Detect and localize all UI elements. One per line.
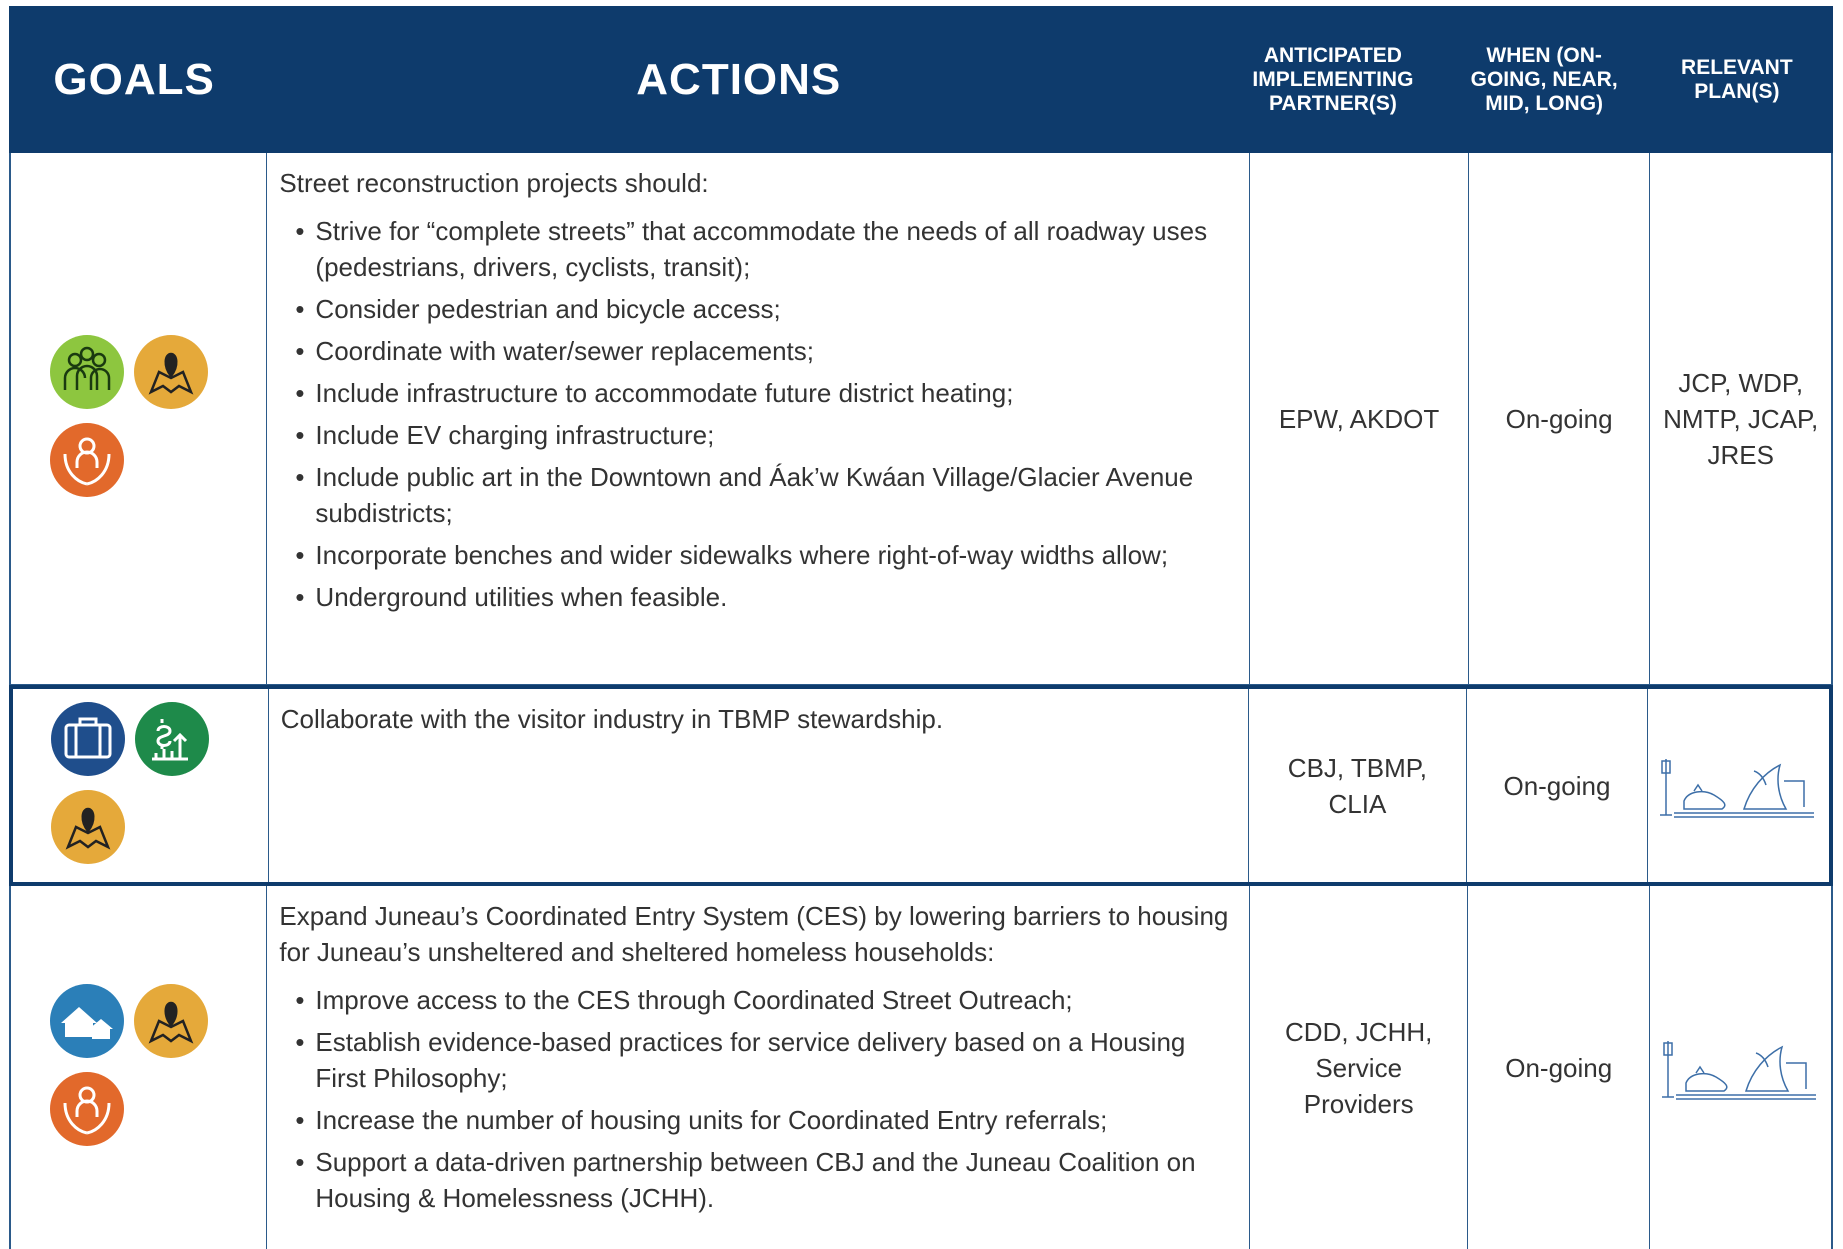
- plan-illustration: [1662, 1040, 1816, 1100]
- partners: EPW, AKDOT: [1250, 153, 1469, 684]
- row: Street reconstruction projects should: S…: [9, 153, 1833, 685]
- icons: [49, 334, 208, 497]
- header-when: WHEN (ON-GOING, NEAR, MID, LONG): [1470, 43, 1618, 115]
- icons: [49, 983, 208, 1146]
- when: On-going: [1467, 689, 1648, 882]
- actions-cell: Collaborate with the visitor industry in…: [269, 689, 1249, 882]
- header-plans: RELEVANT PLAN(S): [1681, 55, 1793, 103]
- bullet: Include public art in the Downtown and Á…: [279, 459, 1237, 531]
- bullet: Underground utilities when feasible.: [279, 579, 1237, 615]
- plan-illustration: [1660, 758, 1814, 818]
- bullet: Strive for “complete streets” that accom…: [279, 213, 1237, 285]
- header-actions: ACTIONS: [636, 54, 842, 104]
- plans: JCP, WDP, NMTP, JCAP, JRES: [1663, 367, 1819, 470]
- bullet: Incorporate benches and wider sidewalks …: [279, 537, 1237, 573]
- row: Collaborate with the visitor industry in…: [9, 685, 1833, 886]
- goal-icons: [11, 153, 268, 684]
- row: Expand Juneau’s Coordinated Entry System…: [9, 886, 1833, 1249]
- bullet: Improve access to the CES through Coordi…: [279, 982, 1237, 1018]
- bullet: Increase the number of housing units for…: [279, 1102, 1237, 1138]
- actions-cell: Expand Juneau’s Coordinated Entry System…: [267, 886, 1250, 1249]
- header: GOALS ACTIONS ANTICIPATED IMPLEMENTING P…: [9, 6, 1833, 153]
- goal-icons: [13, 689, 269, 882]
- plan-logo: [1650, 886, 1831, 1249]
- header-goals: GOALS: [53, 54, 215, 104]
- action-intro: Collaborate with the visitor industry in…: [280, 704, 944, 734]
- when: On-going: [1469, 153, 1651, 684]
- icons: [51, 701, 210, 864]
- header-partners: ANTICIPATED IMPLEMENTING PARTNER(S): [1252, 43, 1414, 115]
- bullet: Establish evidence-based practices for s…: [279, 1024, 1237, 1096]
- bullet: Support a data-driven partnership betwee…: [279, 1144, 1237, 1216]
- plan-logo: [1648, 689, 1829, 882]
- partners: CBJ, TBMP, CLIA: [1249, 689, 1467, 882]
- bullet: Coordinate with water/sewer replacements…: [279, 333, 1237, 369]
- bullet-list: Improve access to the CES through Coordi…: [279, 982, 1237, 1222]
- bullet: Consider pedestrian and bicycle access;: [279, 291, 1237, 327]
- actions-cell: Street reconstruction projects should: S…: [267, 153, 1251, 684]
- bullet: Include EV charging infrastructure;: [279, 417, 1237, 453]
- goal-icons: [11, 886, 268, 1249]
- action-intro: Expand Juneau’s Coordinated Entry System…: [279, 901, 1229, 967]
- bullet-list: Strive for “complete streets” that accom…: [279, 213, 1237, 621]
- action-intro: Street reconstruction projects should:: [279, 168, 709, 198]
- when: On-going: [1468, 886, 1650, 1249]
- partners: CDD, JCHH, Service Providers: [1250, 886, 1469, 1249]
- bullet: Include infrastructure to accommodate fu…: [279, 375, 1237, 411]
